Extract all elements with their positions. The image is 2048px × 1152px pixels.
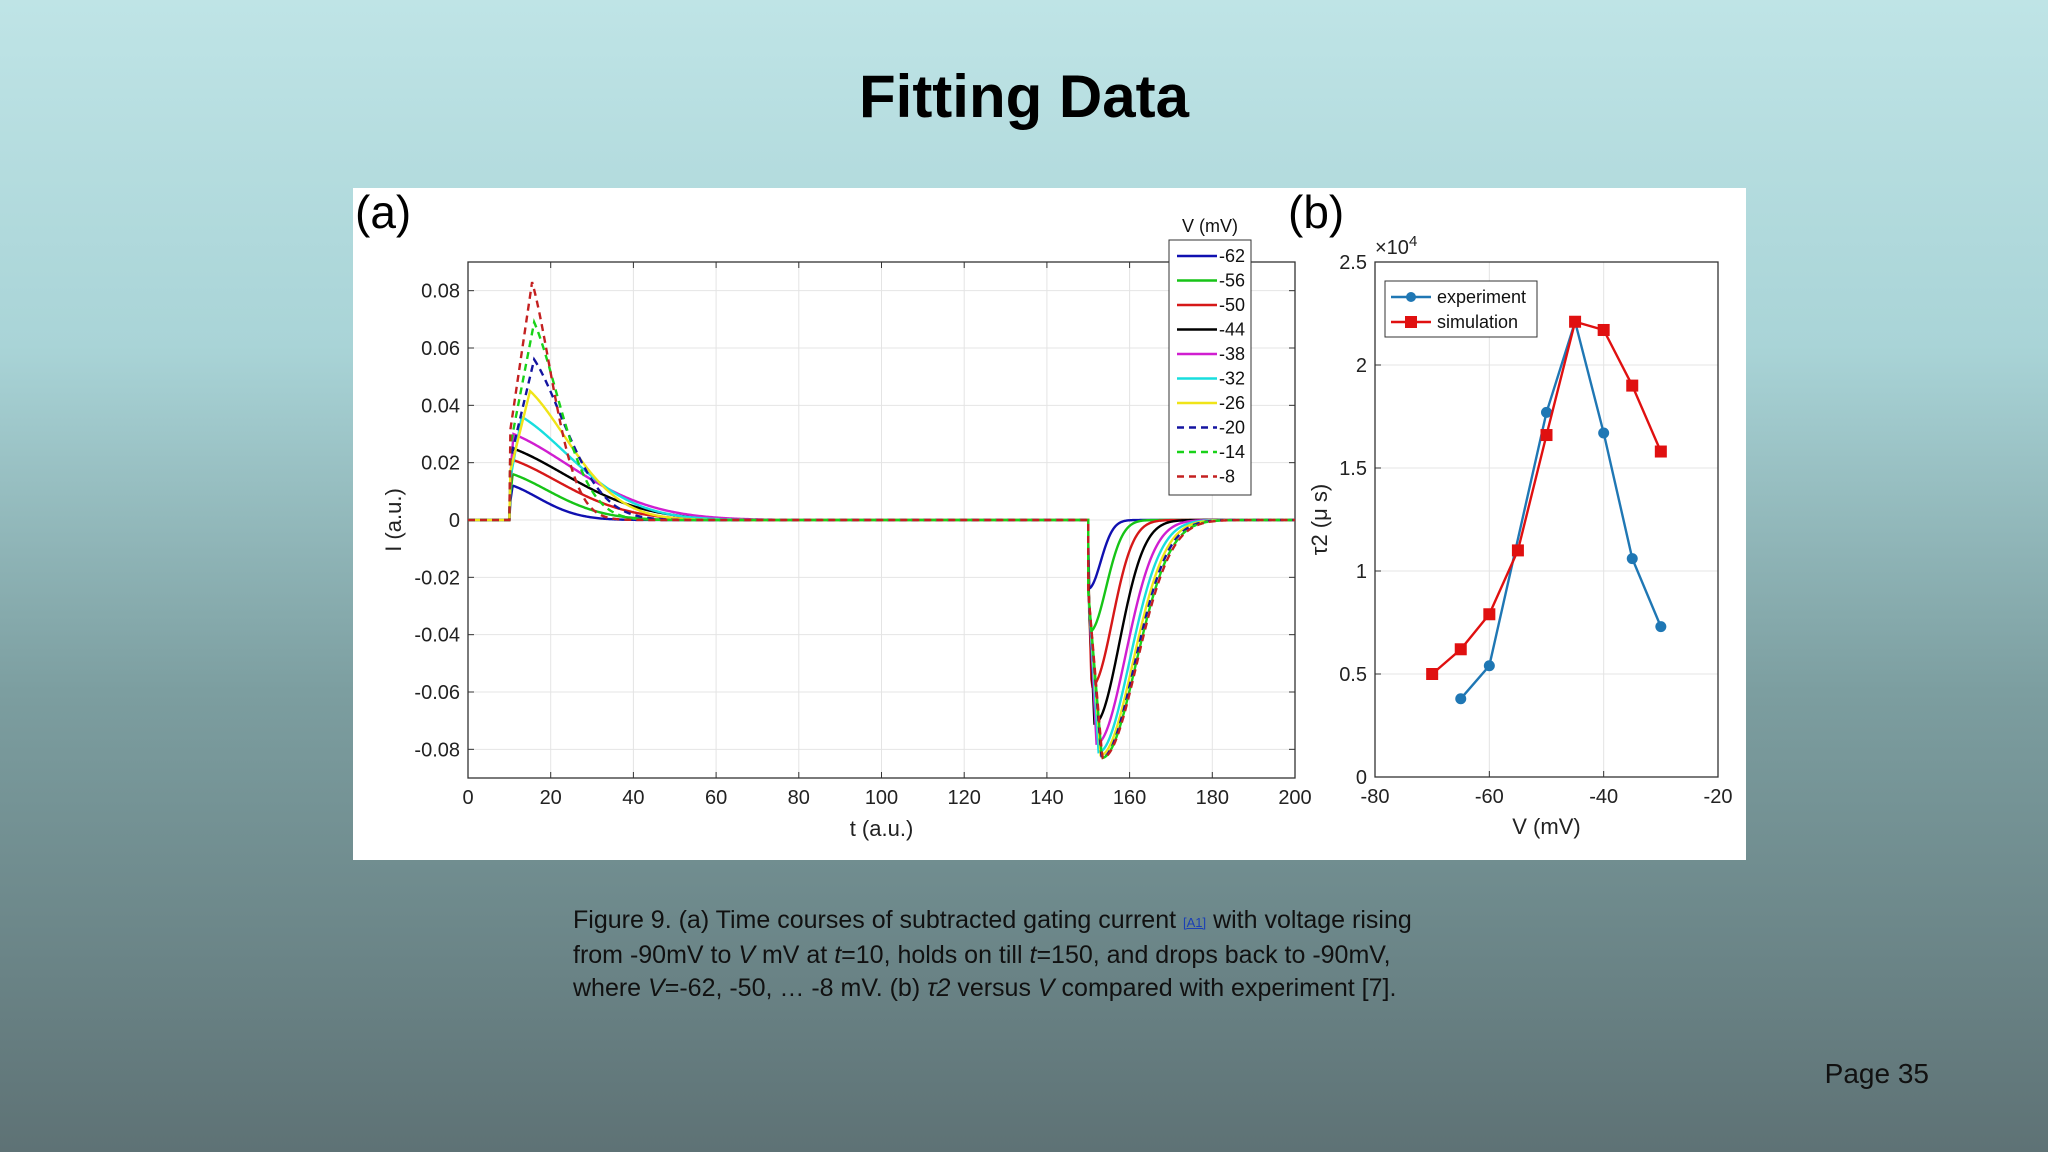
- caption-line-2: from -90mV to V mV at t=10, holds on til…: [573, 939, 1553, 972]
- y-tick-label: -0.02: [414, 567, 460, 589]
- legend-entry: -32: [1219, 369, 1245, 389]
- caption-run: compared with experiment [7].: [1054, 974, 1397, 1002]
- legend-entry: -38: [1219, 344, 1245, 364]
- y-tick-label: 2.5: [1339, 252, 1367, 274]
- panel-label-b: (b): [1288, 188, 1344, 238]
- figure-panel: (a) (b) 0 20 40 60 80 100 120 140 160 180 200 -0.08…: [353, 188, 1746, 860]
- y-axis-label-b: τ2 (μ s): [1307, 484, 1332, 555]
- data-point-experiment: [1455, 693, 1467, 705]
- x-tick-label: 200: [1278, 787, 1311, 809]
- x-tick-label: 40: [622, 787, 644, 809]
- caption-line-1: Figure 9. (a) Time courses of subtracted…: [573, 904, 1553, 939]
- x-tick-label: -80: [1361, 786, 1390, 808]
- y-tick-label: 0.02: [421, 453, 460, 475]
- data-point-simulation: [1426, 668, 1439, 680]
- legend-marker: [1405, 316, 1417, 328]
- x-tick-label: -40: [1589, 786, 1618, 808]
- y-tick-label: 0: [449, 510, 460, 532]
- x-tick-label: 140: [1030, 787, 1063, 809]
- data-point-experiment: [1541, 406, 1552, 418]
- legend-entry: experiment: [1437, 287, 1526, 307]
- plot-frame-b: [1374, 261, 1719, 778]
- data-point-experiment: [1626, 553, 1638, 565]
- x-tick-label: 20: [540, 787, 562, 809]
- caption-reference-link[interactable]: [A1]: [1183, 915, 1207, 930]
- data-point-simulation: [1654, 445, 1667, 458]
- caption-run: =-62, -50, … -8 mV. (b): [664, 974, 928, 1002]
- data-point-simulation: [1483, 608, 1496, 621]
- chart-a: 0 20 40 60 80 100 120 140 160 180 200 -0.08 -0.06 -0.…: [381, 216, 1312, 841]
- x-axis-label-a: t (a.u.): [850, 816, 914, 841]
- caption-run: =150, and drops back to -90mV,: [1036, 941, 1391, 969]
- legend-entry: simulation: [1437, 312, 1518, 332]
- y-tick-label: -0.08: [414, 739, 460, 761]
- legend-entry: -14: [1219, 442, 1245, 462]
- x-tick-label: 160: [1113, 787, 1146, 809]
- caption-run: V: [738, 941, 756, 969]
- caption-line-3: where V=-62, -50, … -8 mV. (b) τ2 versus…: [573, 972, 1553, 1005]
- data-point-experiment: [1483, 660, 1495, 672]
- caption-run: V: [1037, 974, 1055, 1002]
- y-tick-label: 0.08: [421, 281, 460, 303]
- legend-entry: -50: [1219, 295, 1245, 315]
- data-point-simulation: [1540, 429, 1553, 442]
- y-tick-label: 0.5: [1339, 664, 1367, 686]
- x-tick-label: -20: [1704, 786, 1733, 808]
- y-exponent-power: 4: [1409, 233, 1417, 250]
- caption-run: t: [1029, 941, 1037, 969]
- caption-run: V: [648, 974, 665, 1002]
- legend-marker: [1406, 292, 1416, 302]
- x-tick-label: 0: [462, 787, 473, 809]
- y-exponent-base: ×10: [1375, 237, 1409, 259]
- caption-text-1a: Figure 9. (a) Time courses of subtracted…: [573, 906, 1183, 934]
- data-point-experiment: [1598, 427, 1610, 439]
- x-tick-label: 120: [948, 787, 981, 809]
- x-tick-label: 100: [865, 787, 898, 809]
- y-tick-label: -0.04: [414, 625, 460, 647]
- y-tick-label: 1: [1356, 561, 1367, 583]
- x-tick-label: -60: [1475, 786, 1504, 808]
- y-tick-label: 0: [1356, 767, 1367, 789]
- chart-b: -80 -60 -40 -20 0 0.5 1 1.5 2 2.5 ×104 V (mV) τ2 (μ …: [1307, 233, 1732, 839]
- legend-title-a: V (mV): [1182, 216, 1238, 236]
- figure-svg: (a) (b) 0 20 40 60 80 100 120 140 160 180 200-0.08…: [355, 188, 1732, 841]
- caption-run: τ2: [927, 974, 951, 1002]
- caption-run: mV at: [755, 941, 835, 969]
- y-tick-label: 2: [1356, 355, 1367, 377]
- caption-run: where: [573, 974, 649, 1002]
- x-axis-label-b: V (mV): [1512, 814, 1580, 839]
- figure-caption: Figure 9. (a) Time courses of subtracted…: [573, 904, 1553, 1005]
- y-tick-label: 0.06: [421, 338, 460, 360]
- data-point-experiment: [1655, 621, 1667, 633]
- data-point-simulation: [1511, 544, 1524, 557]
- data-point-simulation: [1454, 643, 1467, 656]
- y-axis-label-a: I (a.u.): [381, 488, 406, 552]
- legend-entry: -20: [1219, 418, 1245, 438]
- caption-run: t: [834, 941, 842, 969]
- data-point-simulation: [1626, 379, 1639, 392]
- legend-entry: -44: [1219, 320, 1245, 340]
- y-tick-label: 1.5: [1339, 458, 1367, 480]
- slide-title: Fitting Data: [859, 63, 1189, 130]
- caption-text-1b: with voltage rising: [1206, 906, 1412, 934]
- legend-entry: -62: [1219, 246, 1245, 266]
- x-tick-label: 180: [1196, 787, 1229, 809]
- legend-entry: -8: [1219, 467, 1235, 487]
- y-tick-label: 0.04: [421, 395, 460, 417]
- caption-run: =10, holds on till: [841, 941, 1030, 969]
- data-point-simulation: [1569, 315, 1582, 328]
- panel-label-a: (a): [355, 188, 411, 238]
- data-point-simulation: [1597, 323, 1610, 336]
- caption-run: versus: [950, 974, 1038, 1002]
- legend-entry: -56: [1219, 271, 1245, 291]
- y-exponent-label: ×104: [1375, 233, 1417, 259]
- x-tick-label: 80: [788, 787, 810, 809]
- legend-entry: -26: [1219, 393, 1245, 413]
- series-line-simulation: [1431, 320, 1662, 675]
- caption-run: from -90mV to: [573, 941, 739, 969]
- x-tick-label: 60: [705, 787, 727, 809]
- series-line-m8: [468, 281, 1295, 760]
- page-number: Page 35: [1824, 1058, 1929, 1089]
- y-tick-label: -0.06: [414, 682, 460, 704]
